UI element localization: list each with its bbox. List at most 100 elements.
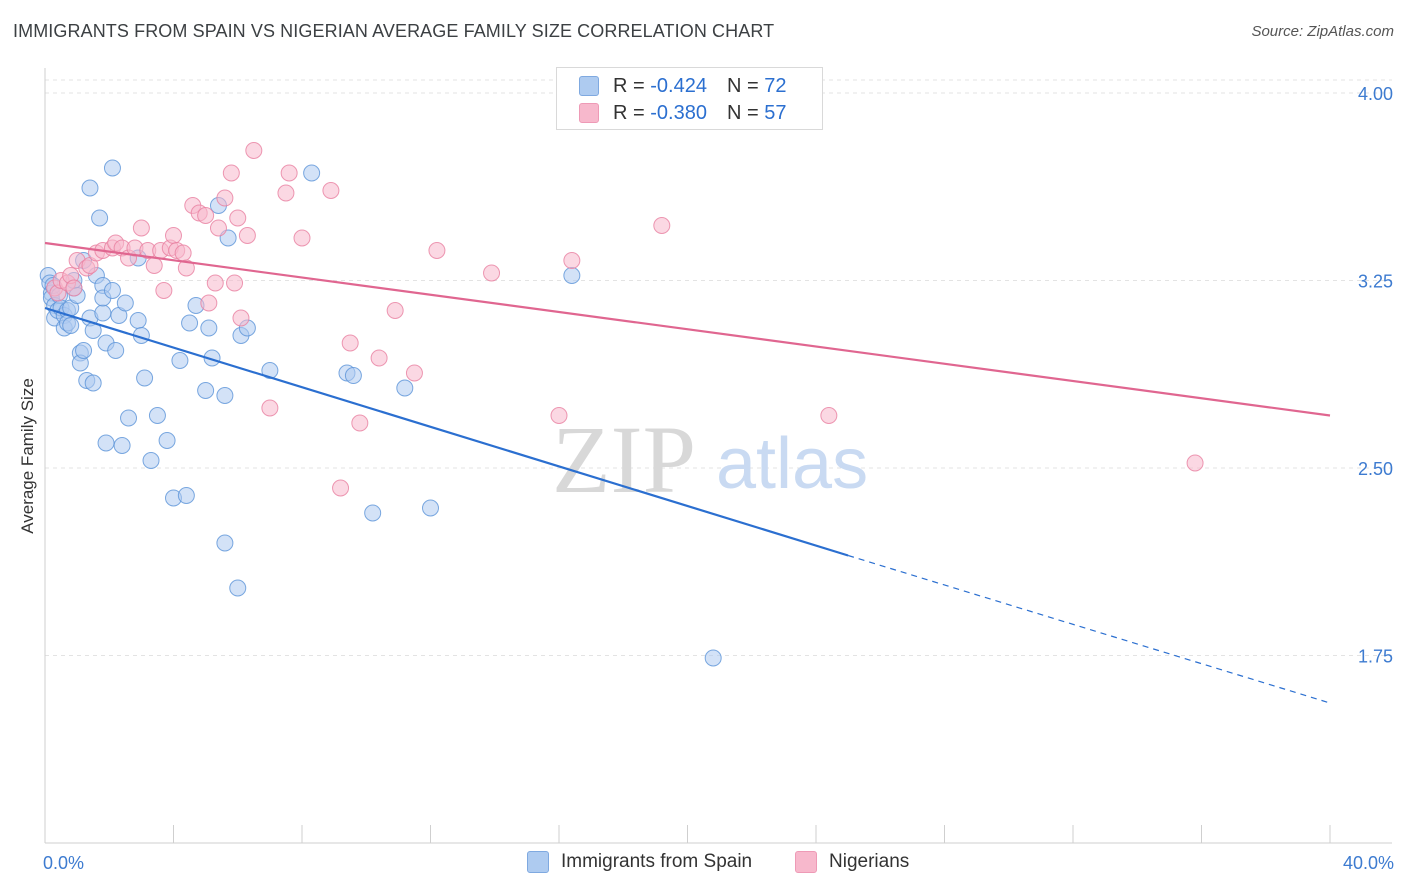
chart-source: Source: ZipAtlas.com <box>1251 23 1394 40</box>
spain-point <box>75 342 93 359</box>
spain-point <box>136 369 154 387</box>
legend-swatch-nigerians <box>795 851 817 873</box>
nigerian-point <box>165 227 182 244</box>
series-legend: Immigrants from Spain Nigerians <box>0 851 1406 877</box>
spain-point <box>116 294 134 312</box>
data-points <box>39 142 1204 667</box>
nigerian-point <box>332 479 350 497</box>
nigerian-point <box>293 229 311 247</box>
nigerian-point <box>1186 454 1204 472</box>
spain-point <box>229 579 247 597</box>
spain-point <box>113 437 131 454</box>
spain-point <box>181 314 199 332</box>
legend-r-value: -0.424 <box>650 74 707 97</box>
axes <box>44 68 1392 844</box>
nigerian-point <box>209 219 227 237</box>
spain-point <box>396 379 414 397</box>
nigerian-trend-line <box>44 241 1331 417</box>
legend-item-nigerians: Nigerians <box>795 851 909 873</box>
watermark-zip: ZIP <box>552 406 696 513</box>
spain-trend-line-extension <box>847 554 1331 704</box>
nigerian-point <box>65 279 83 297</box>
nigerian-point <box>232 309 250 327</box>
spain-point <box>103 159 121 177</box>
spain-point <box>81 179 99 197</box>
nigerian-point <box>653 217 671 234</box>
nigerian-point <box>386 302 404 319</box>
legend-n-value: 72 <box>764 74 787 97</box>
legend-n-label: N = <box>726 101 759 124</box>
nigerian-point <box>132 219 150 237</box>
spain-point <box>216 387 234 404</box>
legend-r-label: R = <box>613 101 645 124</box>
x-tick-label: 40.0% <box>1343 853 1394 873</box>
spain-point <box>171 352 189 369</box>
y-tick-label: 4.00 <box>1358 84 1393 104</box>
spain-point <box>129 312 147 329</box>
spain-point <box>422 499 439 517</box>
spain-point <box>148 407 166 424</box>
spain-point <box>62 317 80 334</box>
legend-n-value: 57 <box>764 101 787 124</box>
spain-point <box>344 367 362 384</box>
spain-point <box>94 304 112 322</box>
spain-point <box>142 452 160 469</box>
legend-row-nigerians: R = -0.380 N = 57 <box>557 99 786 127</box>
nigerian-point <box>226 274 244 292</box>
legend-n-label: N = <box>726 74 759 97</box>
y-tick-label: 2.50 <box>1358 459 1393 479</box>
spain-point <box>177 487 195 504</box>
nigerian-point <box>229 209 247 227</box>
nigerian-point <box>216 189 234 207</box>
nigerian-point <box>322 182 340 199</box>
nigerian-point <box>222 164 240 182</box>
nigerian-point <box>820 407 838 424</box>
spain-point <box>216 534 234 552</box>
spain-point <box>563 267 581 284</box>
spain-point <box>261 362 279 379</box>
spain-point <box>107 342 125 359</box>
nigerian-point <box>563 252 581 269</box>
nigerian-point <box>341 334 359 352</box>
legend-r-value: -0.380 <box>650 101 707 124</box>
watermark-atlas: atlas <box>716 424 868 504</box>
x-tick-label: 0.0% <box>43 853 84 873</box>
spain-point <box>91 209 109 227</box>
nigerian-point <box>277 184 295 202</box>
nigerian-point <box>238 227 256 244</box>
nigerian-point <box>200 294 218 312</box>
legend-swatch-spain <box>527 851 549 873</box>
spain-point <box>303 164 321 182</box>
spain-point <box>84 374 102 392</box>
watermark: ZIP atlas <box>552 406 868 513</box>
legend-label-spain: Immigrants from Spain <box>561 851 753 872</box>
nigerian-point <box>174 244 192 262</box>
gridlines <box>45 79 1392 656</box>
spain-point <box>97 434 115 452</box>
nigerian-point <box>206 274 224 292</box>
spain-point <box>158 432 176 449</box>
nigerian-point <box>197 207 215 224</box>
legend-swatch-nigerians <box>579 103 599 123</box>
spain-point <box>704 649 722 667</box>
y-axis-label: Average Family Size <box>18 378 37 534</box>
nigerian-point <box>428 242 446 259</box>
nigerian-point <box>483 264 501 282</box>
nigerian-point <box>550 407 568 424</box>
tick-labels: 1.75 2.50 3.25 4.00 0.0% 40.0% <box>43 84 1394 873</box>
nigerian-point <box>245 142 263 159</box>
nigerian-point <box>351 414 369 432</box>
nigerian-point <box>261 399 279 417</box>
spain-point <box>120 409 138 427</box>
nigerian-point <box>177 259 195 277</box>
spain-point <box>103 282 121 299</box>
legend-row-spain: R = -0.424 N = 72 <box>557 72 786 100</box>
spain-point <box>364 504 382 522</box>
nigerian-point <box>405 364 423 382</box>
trend-lines <box>44 241 1331 704</box>
y-tick-label: 1.75 <box>1358 647 1393 667</box>
legend-label-nigerians: Nigerians <box>829 851 910 872</box>
legend-r-label: R = <box>613 74 645 97</box>
spain-point <box>197 382 215 399</box>
